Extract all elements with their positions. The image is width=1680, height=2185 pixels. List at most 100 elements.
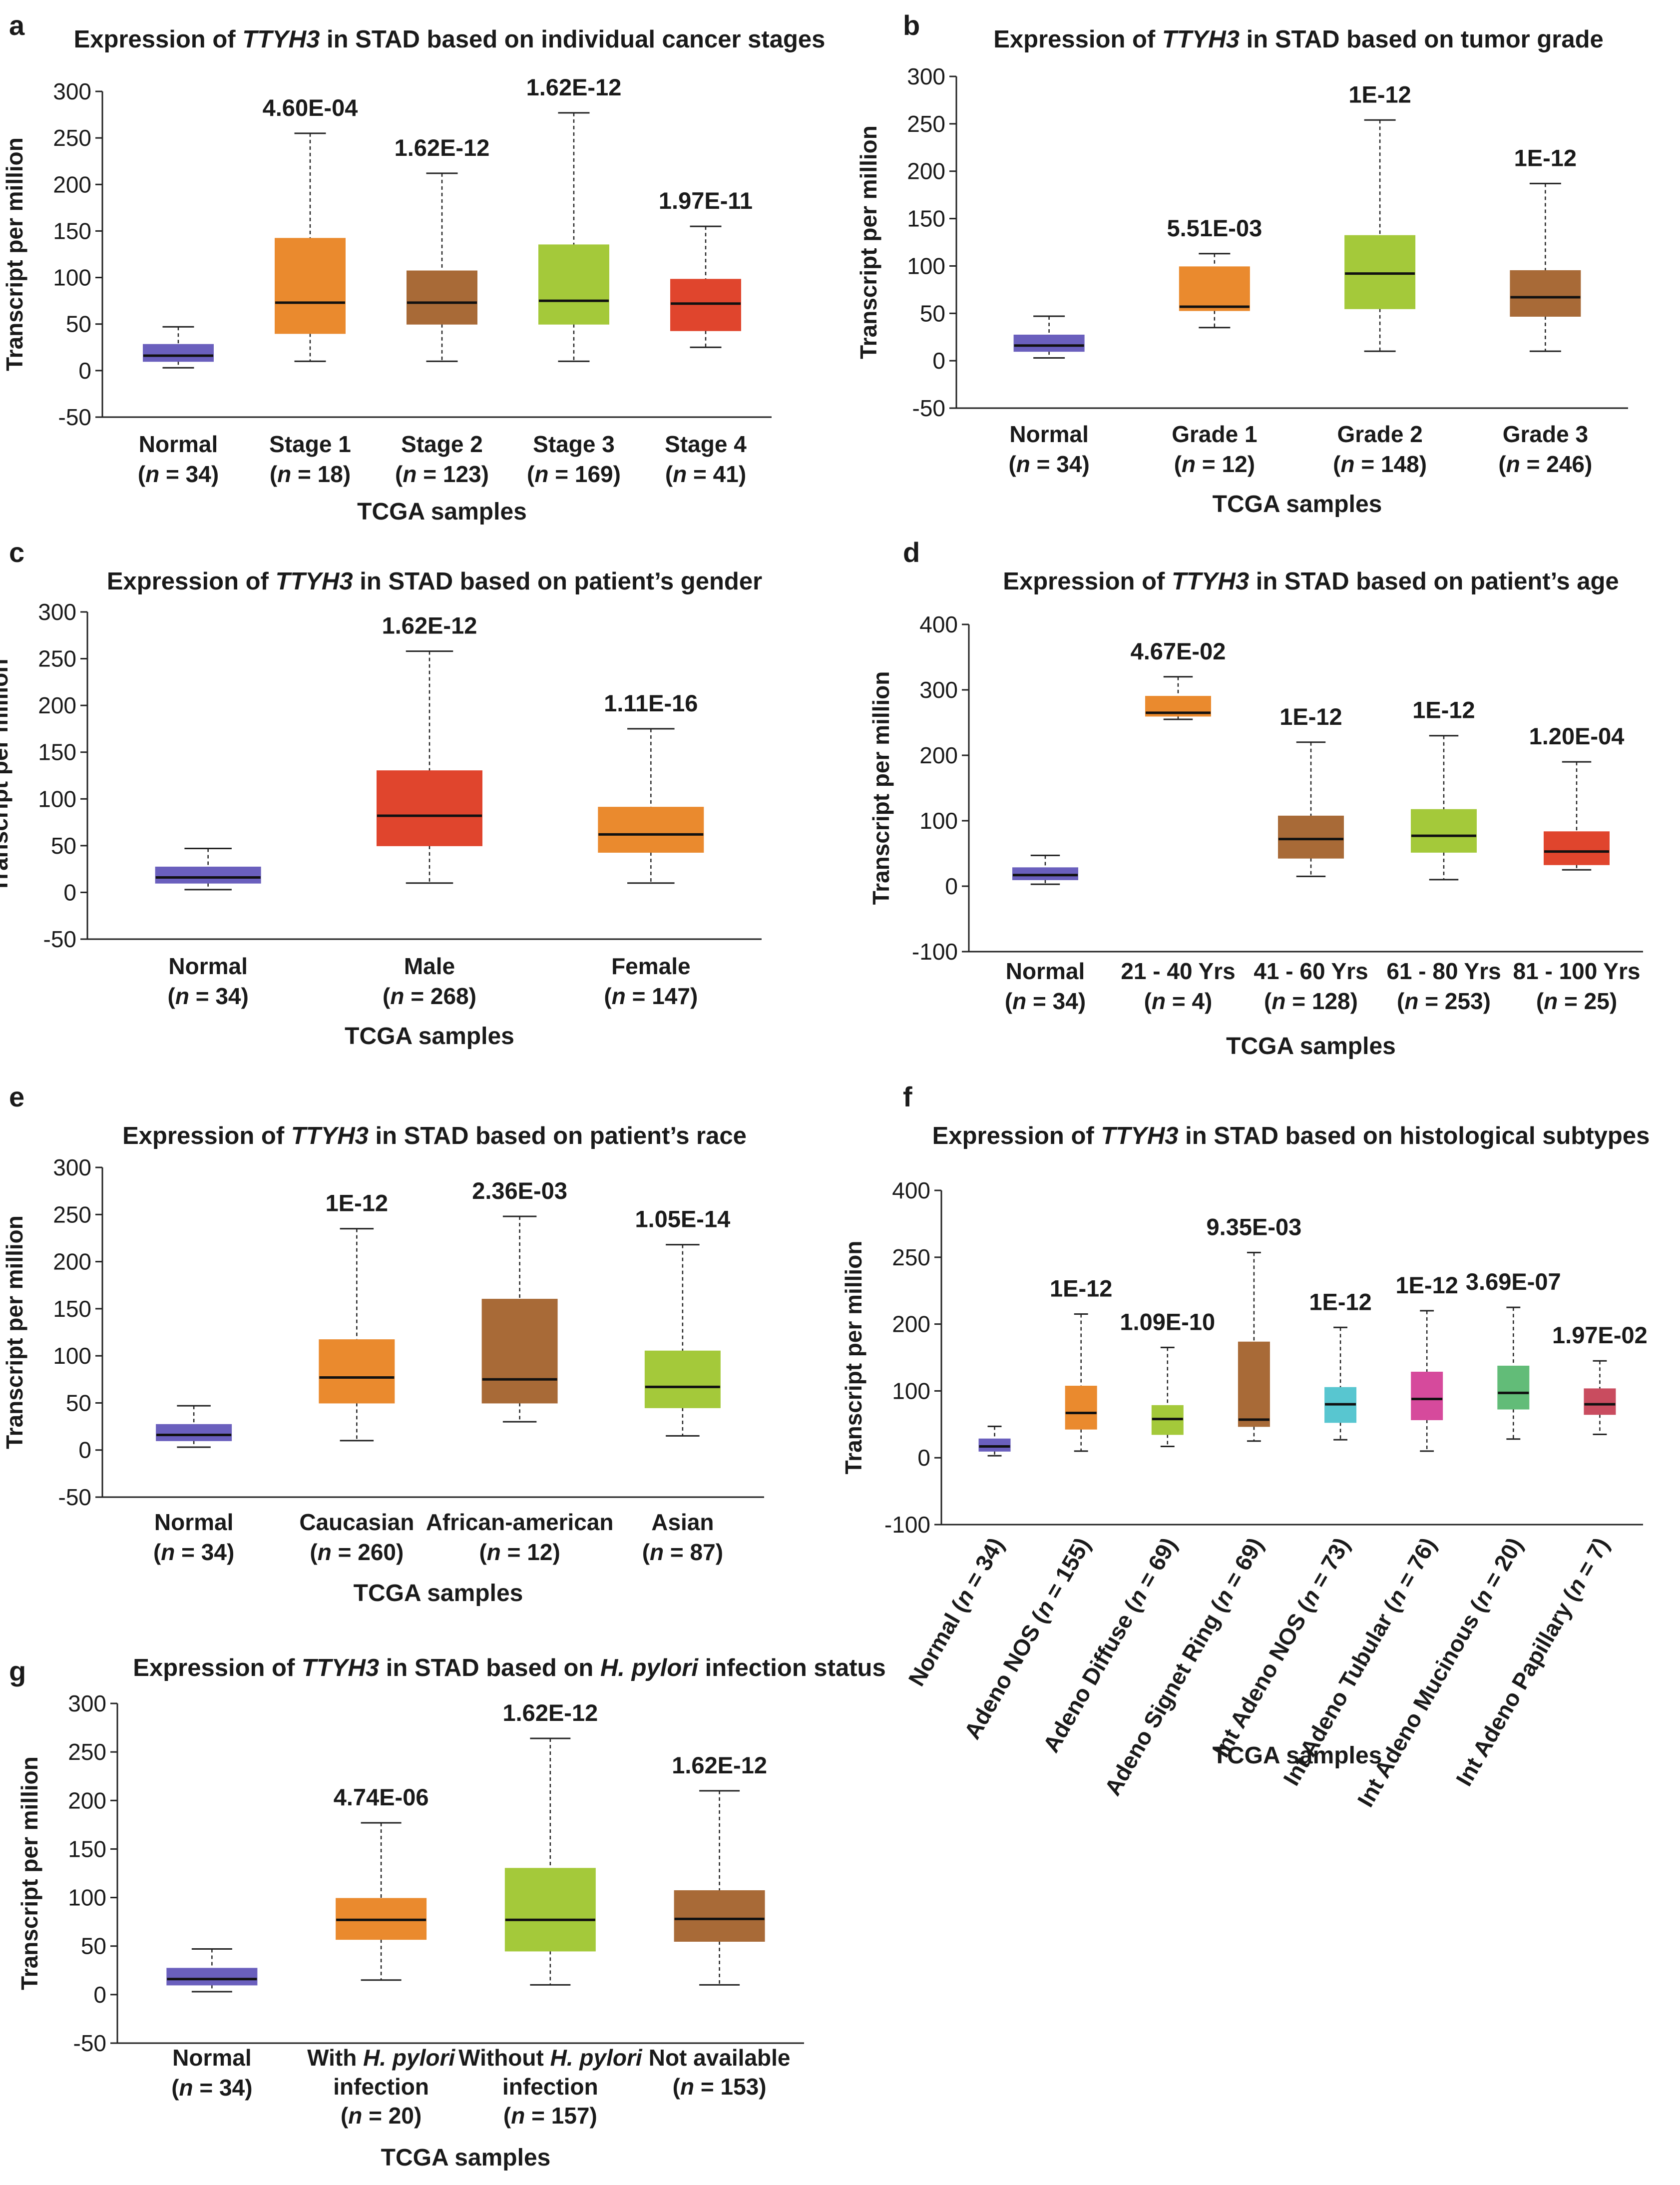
category-n: (n = 123) [395,461,489,487]
box-4: 1.97E-11 Stage 4 (n = 41) [659,187,753,487]
y-tick-label: 150 [38,739,76,765]
y-tick-label: 100 [38,786,76,812]
p-value-label: 1E-12 [1412,697,1475,723]
box-iqr [538,244,609,325]
y-tick-label: 50 [66,1390,91,1416]
y-tick-label: 250 [892,1244,930,1270]
p-value-label: 1.97E-11 [659,187,753,214]
panel-letter: f [903,1081,912,1112]
y-tick-label: 300 [38,599,76,625]
box-3: 1.62E-12 Not available (n = 153) [649,1752,791,2100]
category-label: Normal [168,953,247,979]
x-axis-label: TCGA samples [357,499,527,525]
y-tick-label: 0 [932,348,945,374]
y-tick-label: 100 [892,1378,930,1404]
category-label: Female [611,953,691,979]
p-value-label: 1.20E-04 [1529,723,1625,749]
box-iqr [407,270,477,325]
y-tick-label: 0 [93,1982,106,2008]
p-value-label: 4.60E-04 [263,94,358,121]
box-iqr [1179,266,1250,311]
y-tick-label: 250 [38,646,76,672]
category-n: (n = 153) [673,2074,767,2100]
x-axis-label: TCGA samples [381,2145,551,2171]
y-axis-label: Transcript per million [840,1241,866,1475]
y-tick-label: 0 [63,879,76,905]
category-label: 41 - 60 Yrs [1254,958,1368,984]
box-iqr [1411,1371,1443,1420]
box-1: 1E-12 Caucasian (n = 260) [299,1190,414,1565]
panel-title: Expression of TTYH3 in STAD based on pat… [122,1122,747,1149]
y-tick-label: 200 [53,1249,91,1275]
box-iqr [166,1968,258,1986]
box-3: 1E-12 61 - 80 Yrs (n = 253) [1386,697,1501,1014]
box-1: 4.74E-06 With H. pylori infection (n = 20) [307,1784,455,2129]
box-1: 5.51E-03 Grade 1 (n = 12) [1167,215,1262,477]
category-label: Grade 2 [1337,421,1422,447]
y-tick-label: 50 [66,311,91,337]
category-n: (n = 87) [642,1539,723,1565]
category-n: (n = 12) [1174,451,1255,477]
category-label: Stage 4 [665,431,747,457]
y-axis-label: Transcript per million [1,1215,27,1449]
box-iqr [504,1868,596,1952]
panel-title: Expression of TTYH3 in STAD based on pat… [107,568,762,595]
x-axis-label: TCGA samples [354,1580,523,1607]
box-iqr [1065,1386,1097,1430]
category-label-2: infection [502,2074,598,2100]
y-tick-label: -50 [58,404,91,430]
category-label: 21 - 40 Yrs [1121,958,1235,984]
panel-e: e Expression of TTYH3 in STAD based on pa… [1,1081,764,1607]
y-tick-label: 150 [53,218,91,244]
y-tick-label: 200 [892,1311,930,1337]
panel-d: d Expression of TTYH3 in STAD based on pa… [868,537,1643,1060]
category-n: (n = 157) [503,2103,597,2129]
box-iqr [377,770,482,846]
p-value-label: 1.09E-10 [1120,1308,1215,1335]
y-tick-label: 0 [945,873,958,899]
p-value-label: 1.62E-12 [502,1699,598,1726]
y-tick-label: 100 [907,253,945,279]
y-tick-label: -100 [884,1512,930,1538]
category-label: Male [404,953,455,979]
category-n: (n = 34) [1005,988,1086,1014]
box-iqr [598,807,704,853]
category-label: Asian [651,1509,714,1535]
panel-letter: g [9,1655,26,1687]
p-value-label: 1E-12 [1514,144,1577,171]
category-n: (n = 246) [1498,451,1592,477]
box-6: 3.69E-07 Int Adeno Mucinous (n = 20) [1352,1268,1561,1811]
box-7: 1.97E-02 Int Adeno Papillary (n = 7) [1451,1322,1648,1790]
box-iqr [1238,1341,1270,1427]
y-tick-label: 100 [68,1885,106,1911]
y-tick-label: -50 [43,926,76,952]
y-tick-label: 300 [907,63,945,89]
category-label: Normal [172,2045,251,2071]
category-n: (n = 148) [1333,451,1427,477]
panel-a: a Expression of TTYH3 in STAD based on in… [1,9,825,525]
p-value-label: 4.74E-06 [334,1784,429,1810]
box-0: Normal (n = 34) [166,1948,258,2101]
category-n: (n = 34) [1008,451,1089,477]
box-3: 1E-12 Grade 3 (n = 246) [1498,144,1592,477]
category-label: With H. pylori [307,2045,455,2071]
category-label: African-american [426,1509,614,1535]
category-label: Normal [1006,958,1085,984]
panel-letter: b [903,9,920,41]
y-axis-label: Transcript per million [16,1756,42,1990]
box-0: Normal (n = 34) [1005,854,1086,1014]
y-tick-label: 200 [68,1787,106,1813]
y-axis-label: Transcript per million [855,125,881,359]
panel-c: c Expression of TTYH3 in STAD based on pa… [0,537,762,1050]
p-value-label: 1E-12 [326,1190,388,1216]
y-tick-label: -50 [73,2030,106,2056]
box-iqr [319,1339,395,1404]
x-axis-label: TCGA samples [1213,1742,1382,1769]
category-n: (n = 268) [383,983,476,1009]
y-tick-label: 300 [919,677,958,703]
box-iqr [481,1299,558,1404]
panel-letter: a [9,9,25,41]
box-iqr [674,1890,765,1942]
y-tick-label: 150 [68,1836,106,1862]
p-value-label: 5.51E-03 [1167,215,1262,241]
